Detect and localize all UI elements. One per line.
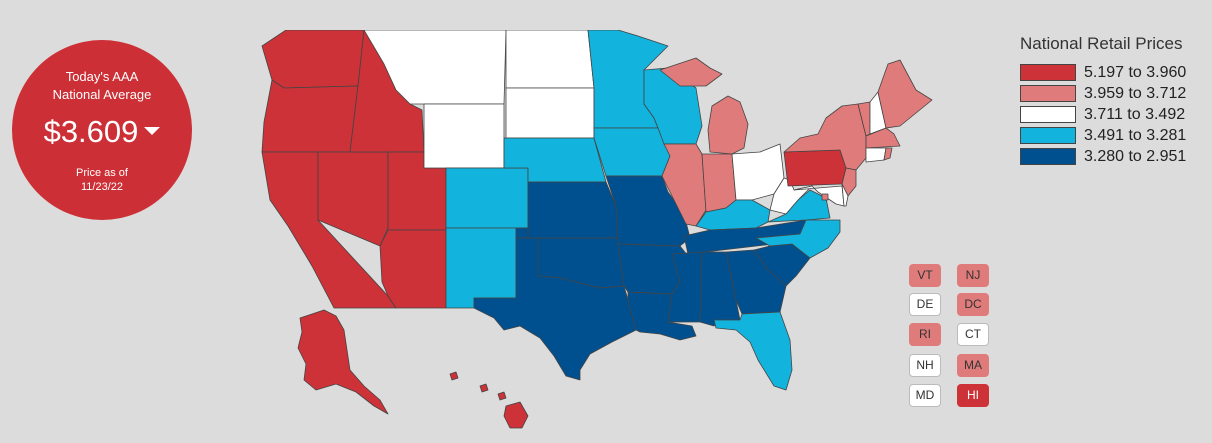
state-button-ct[interactable]: CT bbox=[957, 323, 989, 346]
legend-swatch bbox=[1020, 148, 1076, 165]
legend-row: 3.491 to 3.281 bbox=[1020, 125, 1186, 146]
legend-label: 3.280 to 2.951 bbox=[1084, 147, 1187, 165]
state-button-hi[interactable]: HI bbox=[957, 384, 989, 407]
legend-rows: 5.197 to 3.960 3.959 to 3.712 3.711 to 3… bbox=[1020, 62, 1186, 167]
state-de[interactable] bbox=[841, 183, 849, 207]
state-hi[interactable] bbox=[449, 371, 529, 429]
state-il[interactable] bbox=[661, 143, 707, 227]
price-date-value: 11/23/22 bbox=[80, 181, 123, 193]
state-dc[interactable] bbox=[821, 193, 829, 201]
legend-row: 5.197 to 3.960 bbox=[1020, 62, 1186, 83]
state-nm[interactable] bbox=[445, 227, 517, 309]
state-co[interactable] bbox=[445, 167, 529, 229]
state-wy[interactable] bbox=[423, 103, 505, 169]
badge-line1: Today's AAA bbox=[65, 69, 139, 84]
price-value: $3.609 bbox=[43, 114, 139, 149]
state-or[interactable] bbox=[261, 79, 359, 153]
state-ct[interactable] bbox=[865, 147, 887, 163]
state-nd[interactable] bbox=[505, 30, 595, 89]
state-me[interactable] bbox=[877, 59, 933, 129]
state-in[interactable] bbox=[701, 153, 737, 213]
price-legend: National Retail Prices 5.197 to 3.960 3.… bbox=[1020, 34, 1186, 167]
us-gas-price-map bbox=[261, 30, 933, 429]
state-ak[interactable] bbox=[297, 309, 389, 415]
state-sd[interactable] bbox=[505, 87, 595, 139]
legend-label: 3.711 to 3.492 bbox=[1084, 105, 1186, 123]
price-date: Price as of 11/23/22 bbox=[12, 166, 192, 194]
badge-heading: Today's AAA National Average bbox=[12, 68, 192, 104]
state-ia[interactable] bbox=[593, 127, 671, 177]
state-ks[interactable] bbox=[527, 181, 619, 239]
state-button-dc[interactable]: DC bbox=[957, 293, 989, 316]
legend-label: 3.959 to 3.712 bbox=[1084, 84, 1187, 102]
state-pa[interactable] bbox=[783, 149, 847, 187]
caret-down-icon[interactable] bbox=[144, 126, 161, 135]
legend-swatch bbox=[1020, 106, 1076, 123]
state-fl[interactable] bbox=[713, 311, 793, 391]
price-date-label: Price as of bbox=[76, 167, 128, 179]
legend-row: 3.711 to 3.492 bbox=[1020, 104, 1186, 125]
state-ma[interactable] bbox=[865, 127, 901, 149]
legend-label: 3.491 to 3.281 bbox=[1084, 126, 1187, 144]
state-button-nj[interactable]: NJ bbox=[957, 264, 989, 287]
legend-swatch bbox=[1020, 85, 1076, 102]
national-average-badge: Today's AAA National Average $3.609 Pric… bbox=[12, 40, 192, 220]
legend-title: National Retail Prices bbox=[1020, 34, 1183, 53]
state-button-md[interactable]: MD bbox=[909, 384, 941, 407]
state-nj[interactable] bbox=[841, 167, 857, 197]
state-nc[interactable] bbox=[755, 219, 841, 259]
legend-swatch bbox=[1020, 64, 1076, 81]
state-button-vt[interactable]: VT bbox=[909, 264, 941, 287]
state-ri[interactable] bbox=[883, 147, 893, 161]
national-average-price[interactable]: $3.609 bbox=[12, 114, 192, 150]
state-az[interactable] bbox=[379, 229, 447, 309]
legend-row: 3.280 to 2.951 bbox=[1020, 146, 1186, 167]
state-tx[interactable] bbox=[473, 237, 637, 381]
state-button-ri[interactable]: RI bbox=[909, 323, 941, 346]
state-button-ma[interactable]: MA bbox=[957, 354, 989, 377]
state-button-nh[interactable]: NH bbox=[909, 354, 941, 377]
state-button-de[interactable]: DE bbox=[909, 293, 941, 316]
legend-swatch bbox=[1020, 127, 1076, 144]
legend-row: 3.959 to 3.712 bbox=[1020, 83, 1186, 104]
badge-line2: National Average bbox=[52, 87, 152, 102]
legend-label: 5.197 to 3.960 bbox=[1084, 63, 1187, 81]
state-wa[interactable] bbox=[261, 30, 365, 89]
state-mi[interactable] bbox=[659, 57, 749, 155]
